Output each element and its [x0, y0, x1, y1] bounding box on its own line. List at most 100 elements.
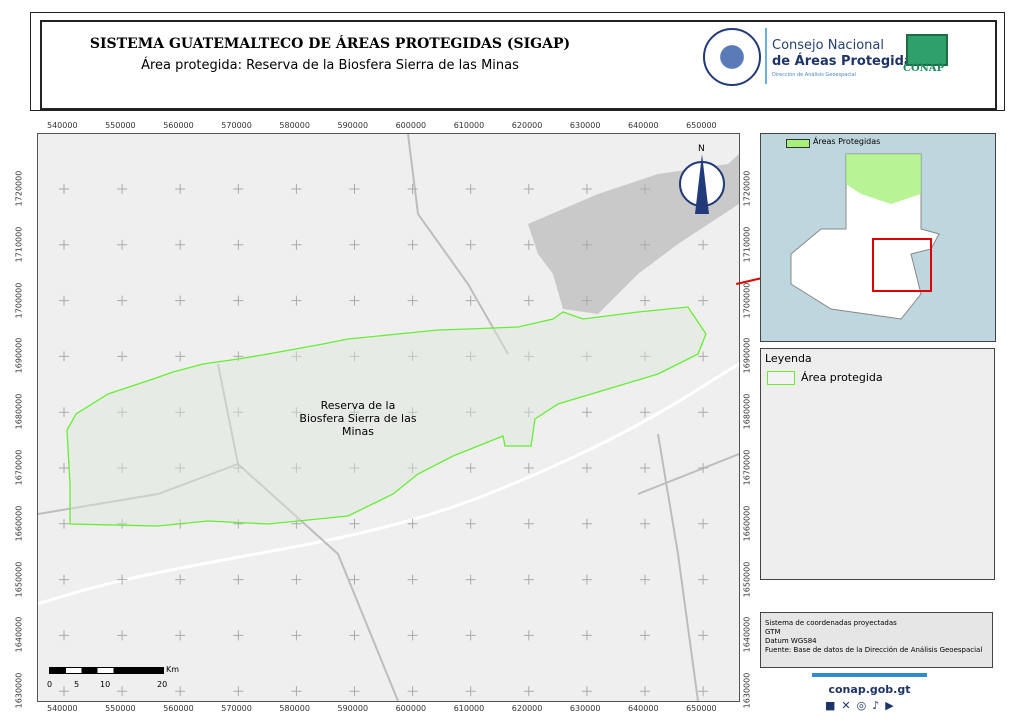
tick-label: 560000: [163, 704, 194, 713]
grid-cross: [349, 518, 360, 529]
grid-cross: [117, 184, 128, 194]
tick-label: 1680000: [742, 393, 752, 430]
grid-cross: [640, 184, 650, 194]
inset-legend-swatch: [786, 139, 810, 148]
youtube-icon[interactable]: ▶: [885, 699, 900, 712]
grid-cross: [117, 518, 128, 529]
tick-label: 1720000: [14, 170, 24, 207]
grid-cross: [698, 574, 709, 585]
grid-cross: [407, 184, 418, 194]
tick-label: 570000: [221, 704, 252, 713]
tick-label: 630000: [569, 704, 601, 713]
grid-cross: [523, 239, 534, 250]
tick-label: 1700000: [742, 282, 752, 318]
grid-cross: [640, 686, 650, 697]
tick-label: 1700000: [14, 282, 24, 318]
grid-cross: [349, 351, 360, 362]
tick-label: 540000: [47, 121, 78, 130]
grid-cross: [117, 630, 128, 641]
tick-label: 570000: [221, 121, 252, 130]
grid-cross: [640, 295, 650, 306]
grid-cross: [117, 295, 128, 306]
grid-cross: [407, 295, 418, 306]
tick-label: 640000: [628, 121, 659, 130]
north-label: N: [698, 144, 705, 154]
grid-cross: [349, 630, 360, 641]
grid-cross: [349, 574, 360, 585]
grid-cross: [523, 407, 534, 418]
grid-cross: [640, 351, 650, 362]
grid-cross: [349, 407, 360, 418]
tick-label: 1630000: [14, 672, 24, 709]
grid-cross: [698, 351, 709, 362]
x-icon[interactable]: ✕: [841, 699, 857, 712]
grid-cross: [175, 463, 186, 473]
tick-label: 1680000: [14, 393, 24, 430]
tick-label: 1630000: [742, 672, 752, 709]
main-map[interactable]: Reserva de la Biosfera Sierra de las Min…: [37, 133, 740, 702]
grid-cross: [698, 295, 709, 306]
tick-label: 650000: [686, 121, 717, 130]
grid-cross: [581, 574, 592, 585]
info-line: GTM: [765, 628, 781, 636]
grid-cross: [407, 630, 418, 641]
conap-name-line3: Dirección de Análisis Geoespacial: [772, 72, 856, 78]
grid-cross: [581, 407, 592, 418]
tick-label: 620000: [511, 121, 543, 130]
tick-label: 580000: [279, 704, 310, 713]
inset-map[interactable]: Áreas Protegidas: [760, 133, 996, 342]
grid-cross: [407, 686, 418, 697]
grid-cross: [291, 184, 302, 194]
grid-cross: [291, 686, 302, 697]
grid-cross: [581, 463, 592, 473]
tick-label: 630000: [569, 121, 601, 130]
grid-cross: [581, 351, 592, 362]
grid-cross: [117, 686, 128, 697]
grid-cross: [407, 351, 418, 362]
grid-cross: [233, 463, 244, 473]
grid-cross: [581, 295, 592, 306]
grid-cross: [175, 574, 186, 585]
grid-cross: [233, 407, 244, 418]
grid-cross: [407, 407, 418, 418]
grid-cross: [581, 239, 592, 250]
logo-divider: [765, 28, 767, 84]
tick-label: 610000: [453, 704, 485, 713]
legend-title: Leyenda: [765, 352, 812, 365]
tick-label: 610000: [453, 121, 485, 130]
grid-cross: [698, 630, 709, 641]
grid-cross: [581, 518, 592, 529]
tick-label: 1660000: [742, 505, 752, 542]
grid-cross: [465, 574, 476, 585]
tick-label: 550000: [105, 704, 136, 713]
grid-cross: [59, 295, 69, 306]
tiktok-icon[interactable]: ♪: [872, 699, 886, 712]
grid-cross: [59, 518, 69, 529]
tick-label: 620000: [511, 704, 543, 713]
header-outer-frame: [30, 12, 1005, 111]
footer-accent-bar: [812, 673, 927, 677]
grid-cross: [59, 407, 69, 418]
tick-label: 550000: [105, 121, 136, 130]
facebook-icon[interactable]: ■: [825, 699, 842, 712]
grid-cross: [523, 351, 534, 362]
tick-label: 1640000: [742, 617, 752, 653]
grid-cross: [349, 295, 360, 306]
grid-cross: [117, 463, 128, 473]
grid-cross: [407, 518, 418, 529]
grid-cross: [698, 686, 709, 697]
grid-cross: [291, 407, 302, 418]
grid-cross: [465, 630, 476, 641]
grid-cross: [465, 686, 476, 697]
website-link[interactable]: conap.gob.gt: [828, 683, 911, 696]
grid-crosses: [59, 184, 709, 697]
instagram-icon[interactable]: ◎: [856, 699, 873, 712]
grid-cross: [291, 574, 302, 585]
grid-cross: [640, 574, 650, 585]
grid-cross: [175, 630, 186, 641]
grid-cross: [698, 407, 709, 418]
grid-cross: [175, 184, 186, 194]
tick-label: 1660000: [14, 505, 24, 542]
grid-cross: [117, 407, 128, 418]
protected-area-polygon: [66, 306, 707, 527]
